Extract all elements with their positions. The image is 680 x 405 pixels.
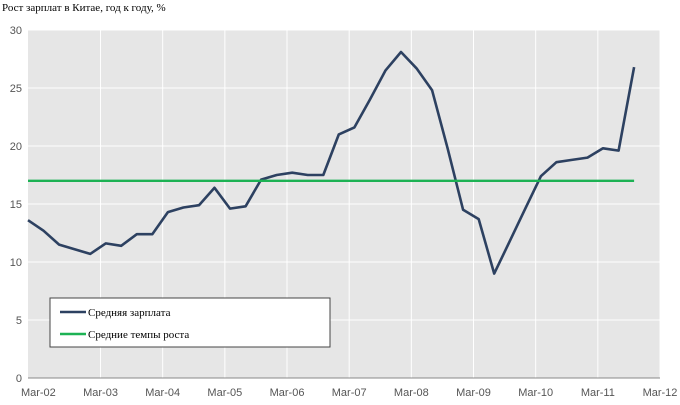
y-tick-label: 0 bbox=[16, 373, 22, 385]
legend-label-average-wage: Средняя зарплата bbox=[88, 307, 171, 319]
x-tick-label: Mar-07 bbox=[332, 387, 367, 399]
y-tick-label: 15 bbox=[10, 199, 22, 211]
y-tick-label: 5 bbox=[16, 315, 22, 327]
x-axis-ticks: Mar-02 Mar-03 Mar-04 Mar-05 Mar-06 Mar-07 Mar-… bbox=[21, 387, 677, 399]
x-tick-label: Mar-11 bbox=[581, 387, 615, 399]
legend: Средняя зарплата Средние темпы роста bbox=[49, 297, 331, 348]
y-tick-label: 30 bbox=[10, 25, 22, 37]
x-tick-label: Mar-03 bbox=[83, 387, 118, 399]
y-axis-ticks: 0 5 10 15 20 25 30 bbox=[10, 25, 22, 385]
x-tick-label: Mar-10 bbox=[518, 387, 553, 399]
x-tick-label: Mar-05 bbox=[207, 387, 242, 399]
y-tick-label: 10 bbox=[10, 257, 22, 269]
x-tick-label: Mar-02 bbox=[21, 387, 56, 399]
y-tick-label: 25 bbox=[10, 83, 22, 95]
x-tick-label: Mar-04 bbox=[145, 387, 180, 399]
series-line-average-wage bbox=[27, 50, 636, 275]
x-tick-label: Mar-09 bbox=[456, 387, 491, 399]
x-tick-label: Mar-12 bbox=[643, 387, 678, 399]
y-tick-label: 20 bbox=[10, 141, 22, 153]
x-tick-label: Mar-06 bbox=[270, 387, 305, 399]
legend-label-average-growth: Средние темпы роста bbox=[88, 329, 189, 341]
series-lines bbox=[27, 50, 636, 275]
legend-box bbox=[49, 297, 331, 348]
x-tick-label: Mar-08 bbox=[394, 387, 429, 399]
chart-title: Рост зарплат в Китае, год к году, % bbox=[2, 2, 166, 14]
